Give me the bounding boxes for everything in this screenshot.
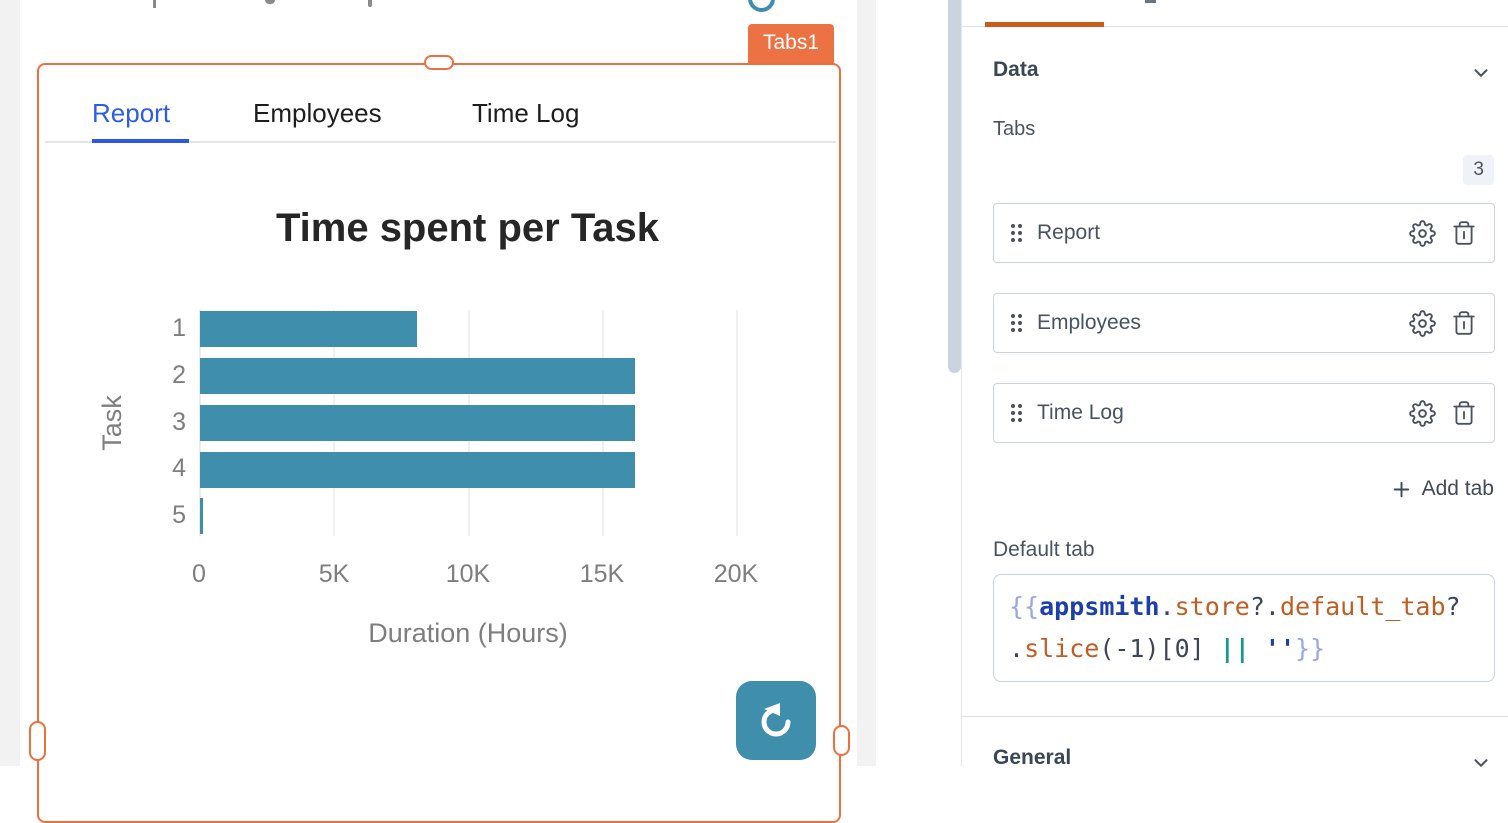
default-tab-code[interactable]: {{appsmith.store?.default_tab? .slice(-1)… [993, 574, 1495, 682]
tabs-count-badge: 3 [1463, 155, 1494, 185]
tab-card-label: Report [1037, 221, 1101, 244]
pane-scrollbar[interactable] [948, 0, 961, 373]
bar-task-4[interactable] [200, 452, 635, 488]
chart-plot [199, 310, 738, 536]
tab-card-label: Time Log [1037, 401, 1124, 424]
canvas-gutter-left [0, 0, 20, 766]
gear-icon [1409, 219, 1436, 247]
chart-title: Time spent per Task [275, 206, 660, 250]
active-tab-indicator [92, 139, 189, 143]
add-tab-label: Add tab [1421, 477, 1494, 500]
default-tab-label: Default tab [993, 538, 1095, 561]
tab-settings-button[interactable] [1409, 219, 1436, 247]
gear-icon [1409, 399, 1436, 427]
trash-icon [1451, 310, 1477, 336]
pane-top-divider [962, 26, 1508, 27]
trash-icon [1451, 400, 1477, 426]
section-title-general: General [993, 746, 1072, 769]
tabs-property-label: Tabs [993, 118, 1036, 140]
x-tick-label: 10K [445, 560, 491, 588]
clipped-refresh-icon [748, 0, 775, 12]
tabbar-divider [45, 141, 836, 143]
x-tick-label: 15K [579, 560, 625, 588]
chart-refresh-button[interactable] [736, 681, 816, 760]
tab-settings-button[interactable] [1409, 309, 1436, 337]
trash-icon [1451, 220, 1477, 246]
drag-handle-icon[interactable] [1011, 314, 1022, 332]
bar-task-1[interactable] [200, 311, 418, 347]
widget-tab-report[interactable]: Report [92, 98, 171, 128]
chevron-down-icon[interactable] [1470, 62, 1492, 89]
gear-icon [1409, 309, 1436, 337]
tab-delete-button[interactable] [1451, 220, 1477, 246]
x-tick-label: 5K [318, 560, 350, 588]
clipped-text-fragment [368, 0, 372, 7]
bar-task-5[interactable] [200, 498, 203, 534]
bar-task-3[interactable] [200, 405, 635, 441]
x-tick-label: 20K [713, 560, 759, 588]
tab-delete-button[interactable] [1451, 400, 1477, 426]
y-tick-label: 3 [172, 408, 186, 436]
chart-x-axis-title: Duration (Hours) [368, 618, 568, 648]
plus-icon [1390, 478, 1413, 501]
widget-tab-employees[interactable]: Employees [253, 98, 382, 128]
resize-handle-right[interactable] [833, 725, 850, 756]
clipped-pane-tab-text [1145, 0, 1156, 3]
refresh-icon [754, 699, 798, 743]
pane-active-tab-indicator[interactable] [985, 22, 1104, 27]
resize-handle-top[interactable] [424, 55, 454, 70]
tab-card-timelog[interactable]: Time Log [993, 383, 1495, 443]
y-tick-label: 5 [172, 501, 186, 529]
section-title-data: Data [993, 58, 1039, 81]
tab-card-label: Employees [1037, 311, 1141, 334]
y-tick-label: 4 [172, 454, 186, 482]
y-tick-label: 2 [172, 361, 186, 389]
canvas-gutter-right [857, 0, 876, 766]
drag-handle-icon[interactable] [1011, 224, 1022, 242]
tab-settings-button[interactable] [1409, 399, 1436, 427]
gridline [736, 310, 738, 536]
tab-card-employees[interactable]: Employees [993, 293, 1495, 353]
tab-card-report[interactable]: Report [993, 203, 1495, 263]
tab-delete-button[interactable] [1451, 310, 1477, 336]
chart-y-axis-title: Task [97, 395, 127, 451]
widget-name-badge[interactable]: Tabs1 [748, 24, 835, 63]
bar-task-2[interactable] [200, 358, 635, 394]
drag-handle-icon[interactable] [1011, 404, 1022, 422]
tabs-widget[interactable] [37, 63, 841, 823]
widget-tab-timelog[interactable]: Time Log [472, 98, 580, 128]
add-tab-button[interactable]: Add tab [1390, 477, 1494, 501]
section-divider [962, 716, 1508, 717]
clipped-text-fragment [153, 0, 156, 8]
resize-handle-left[interactable] [29, 721, 46, 761]
property-pane: Data Tabs 3 Report Employees Time Log Ad… [961, 0, 1508, 769]
clipped-text-fragment [265, 0, 275, 4]
y-tick-label: 1 [172, 314, 186, 342]
x-tick-label: 0 [192, 560, 206, 588]
